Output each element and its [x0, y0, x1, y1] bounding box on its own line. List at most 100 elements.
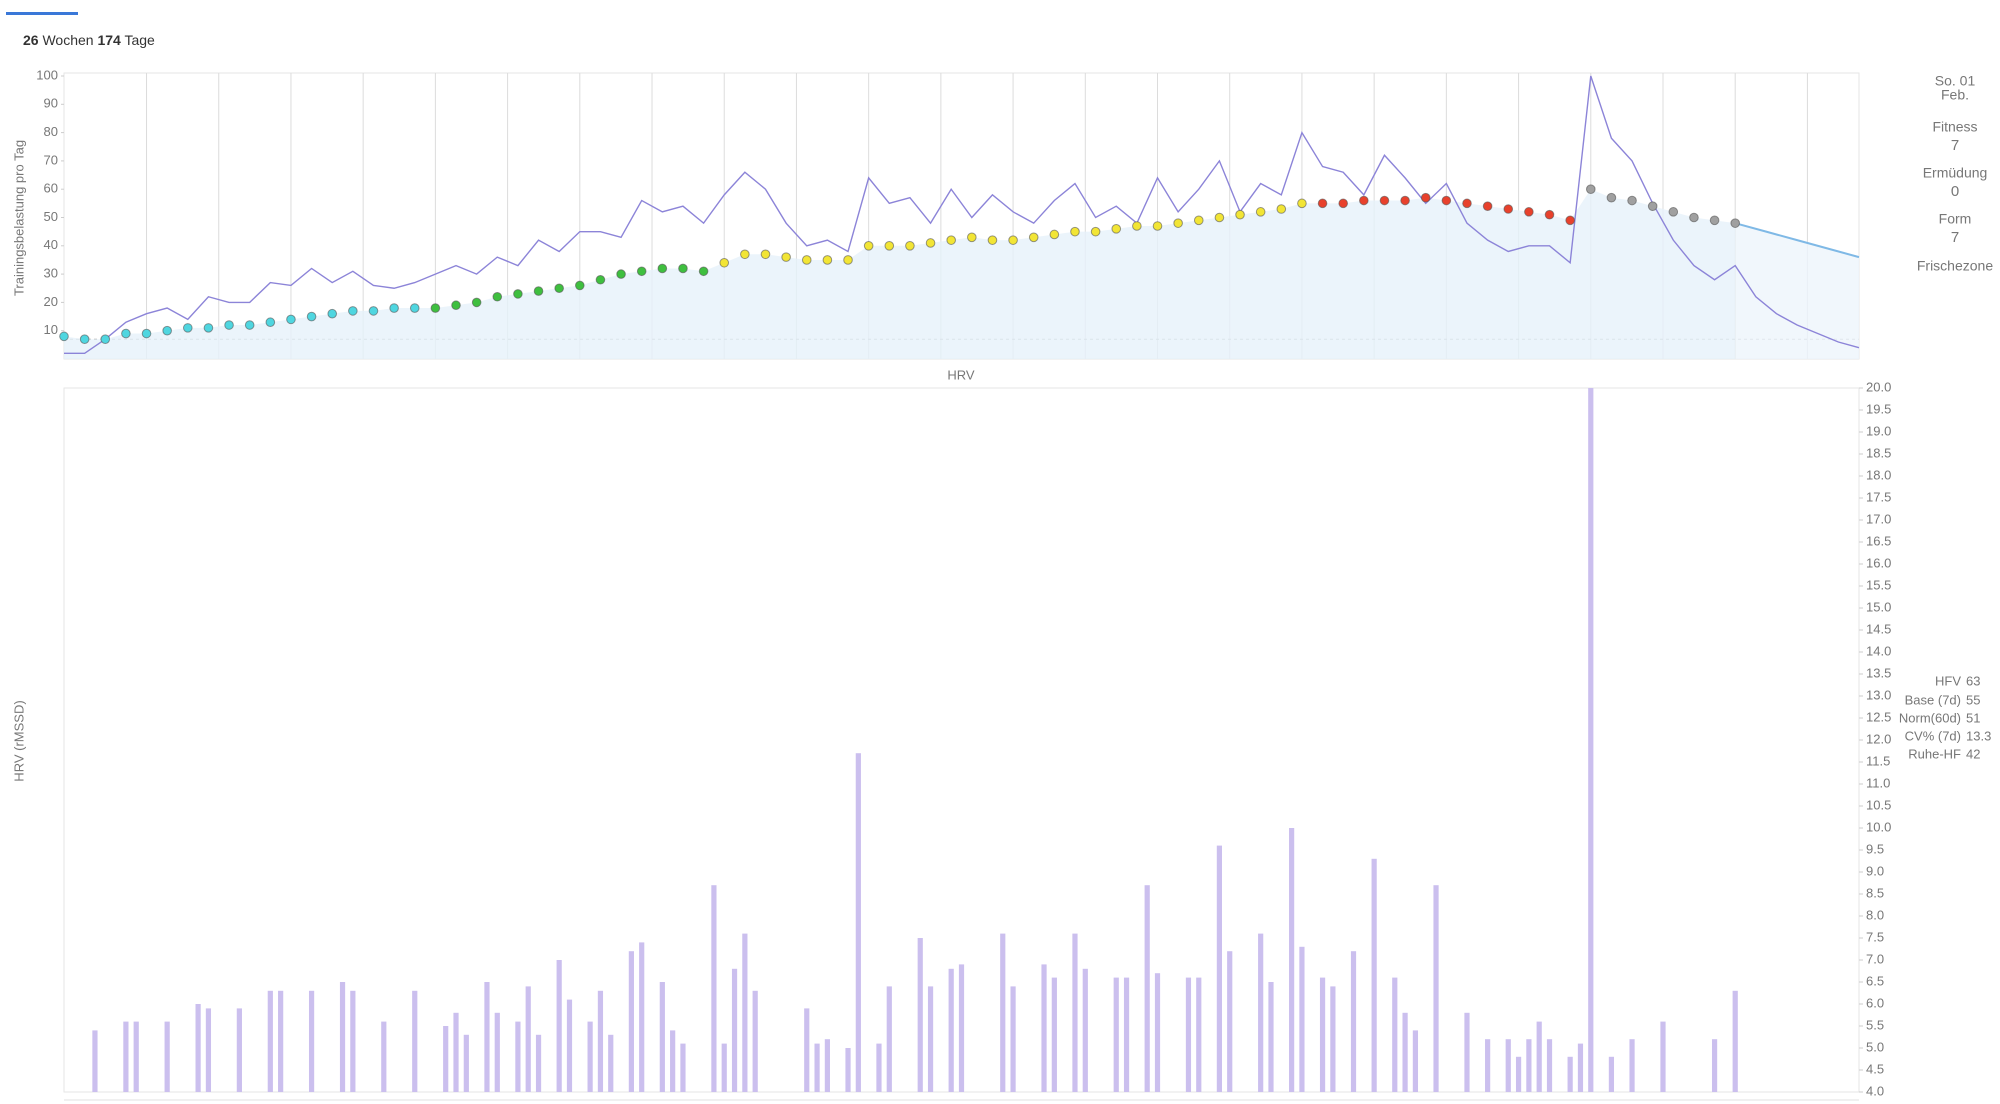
- fitness-dot: [1627, 195, 1637, 206]
- fitness-dot: [224, 320, 234, 330]
- hrv-bar: [886, 986, 892, 1092]
- fitness-area: [1735, 223, 1859, 359]
- hrv-bar: [814, 1043, 820, 1092]
- hrv-bar: [1010, 986, 1016, 1092]
- y-tick-label: 11.5: [1866, 753, 1890, 768]
- legend-label: HFV: [1935, 673, 1961, 688]
- hrv-bar: [1113, 977, 1119, 1092]
- y-tick-label: 14.0: [1866, 643, 1891, 658]
- hrv-bar: [1289, 828, 1295, 1092]
- hrv-bar: [659, 982, 665, 1092]
- y-tick-label: 16.0: [1866, 555, 1891, 570]
- legend-label: Base (7d): [1905, 692, 1961, 707]
- hrv-bar: [484, 982, 490, 1092]
- y-tick-label: 70: [44, 152, 58, 167]
- hrv-bar: [1660, 1021, 1666, 1092]
- hrv-bar: [1154, 973, 1161, 1092]
- hrv-bar: [1577, 1043, 1584, 1092]
- fitness-dot: [368, 306, 379, 316]
- fitness-dot: [781, 252, 791, 262]
- hrv-bar: [1546, 1039, 1553, 1092]
- summary-value: 0: [1951, 183, 1959, 200]
- fitness-dot: [244, 320, 255, 330]
- y-axis-label: HRV (rMSSD): [11, 700, 26, 781]
- y-tick-label: 5.0: [1866, 1039, 1884, 1054]
- fitness-dot: [575, 280, 585, 291]
- fitness-dot: [554, 283, 564, 294]
- fitness-dot: [698, 266, 709, 277]
- y-tick-label: 9.0: [1866, 863, 1884, 878]
- fitness-dot: [1585, 184, 1596, 194]
- hrv-bar: [92, 1030, 98, 1092]
- fitness-dot: [1028, 232, 1039, 243]
- hrv-bar: [1268, 982, 1274, 1092]
- hrv-bar: [731, 968, 738, 1092]
- y-tick-label: 9.5: [1866, 841, 1884, 856]
- fitness-dot: [327, 308, 338, 319]
- hrv-bar: [958, 964, 965, 1092]
- hrv-bar: [1227, 951, 1233, 1092]
- fitness-dot: [265, 317, 276, 328]
- y-tick-label: 19.5: [1866, 401, 1891, 416]
- active-tab-indicator: [6, 12, 78, 15]
- fitness-dot: [1090, 226, 1101, 237]
- fitness-dot: [451, 300, 461, 311]
- hrv-bar: [535, 1034, 542, 1092]
- hrv-bar: [1433, 885, 1439, 1092]
- fitness-dot: [1338, 198, 1348, 209]
- hrv-bar: [597, 990, 604, 1092]
- fitness-dot: [121, 328, 131, 339]
- y-tick-label: 10.5: [1866, 797, 1891, 812]
- hrv-bar: [1588, 388, 1594, 1092]
- fitness-dot: [1317, 198, 1328, 209]
- fitness-dot: [389, 303, 399, 313]
- hrv-bar: [278, 990, 284, 1092]
- fitness-dot: [1193, 215, 1204, 226]
- hrv-bar: [917, 938, 923, 1092]
- hrv-bar: [608, 1034, 614, 1092]
- fitness-dot: [678, 263, 688, 274]
- hrv-bar: [1051, 977, 1057, 1092]
- hrv-bar: [463, 1034, 469, 1092]
- fitness-dot: [1420, 192, 1431, 203]
- fitness-dot: [492, 291, 503, 302]
- hrv-bar: [1123, 977, 1130, 1092]
- fitness-dot: [925, 238, 936, 248]
- y-tick-label: 13.5: [1866, 665, 1891, 680]
- fitness-dot: [636, 266, 647, 277]
- hrv-bar: [680, 1043, 686, 1092]
- y-tick-label: 14.5: [1866, 621, 1891, 636]
- y-tick-label: 19.0: [1866, 423, 1891, 438]
- y-tick-label: 16.5: [1866, 533, 1891, 548]
- fitness-dot: [141, 328, 152, 339]
- fitness-dot: [1544, 209, 1555, 220]
- fitness-dot: [1049, 229, 1060, 240]
- hrv-bar: [670, 1030, 676, 1092]
- hrv-bar: [1402, 1012, 1408, 1092]
- y-tick-label: 20.0: [1866, 379, 1891, 394]
- y-tick-label: 15.5: [1866, 577, 1891, 592]
- fitness-dot: [1482, 201, 1493, 211]
- date-day: So. 01: [1935, 73, 1976, 89]
- hrv-bar: [1536, 1021, 1542, 1092]
- y-tick-label: 18.5: [1866, 445, 1891, 460]
- hrv-bar: [639, 942, 645, 1092]
- y-tick-label: 50: [44, 209, 58, 224]
- hrv-bar: [381, 1021, 387, 1092]
- fitness-dot: [59, 331, 69, 342]
- fitness-dot: [657, 263, 668, 274]
- hrv-bar: [1258, 933, 1264, 1092]
- hrv-bar: [133, 1021, 139, 1092]
- hrv-bar: [350, 990, 356, 1092]
- fitness-dot: [1276, 204, 1287, 214]
- y-tick-label: 8.5: [1866, 885, 1884, 900]
- fitness-dot: [740, 249, 750, 260]
- hrv-bar: [742, 933, 748, 1092]
- legend-label: CV% (7d): [1905, 728, 1961, 743]
- y-tick-label: 7.5: [1866, 929, 1884, 944]
- hrv-bar: [1526, 1039, 1532, 1092]
- hrv-bar: [1041, 964, 1047, 1092]
- fitness-dot: [1255, 207, 1266, 217]
- hrv-bar: [515, 1021, 521, 1092]
- fitness-dot: [1070, 226, 1080, 237]
